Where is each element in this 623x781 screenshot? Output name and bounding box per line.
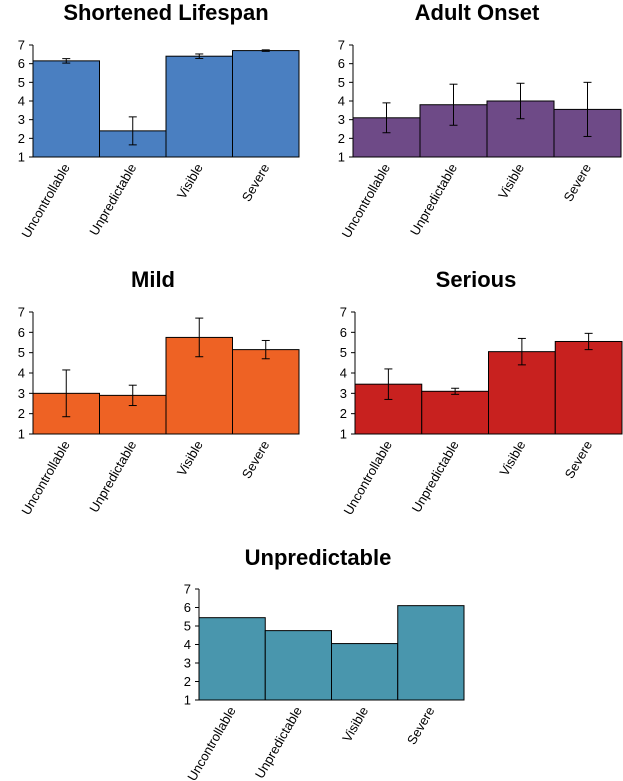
y-tick-label: 3 xyxy=(340,386,347,401)
bar-severe xyxy=(397,605,465,701)
x-tick-label: Uncontrollable xyxy=(18,438,73,517)
y-tick-label: 3 xyxy=(18,386,25,401)
x-tick-label: Severe xyxy=(239,161,273,204)
x-tick-label: Unpredictable xyxy=(409,438,462,515)
y-tick-label: 2 xyxy=(18,131,25,146)
x-tick-label: Severe xyxy=(239,438,273,481)
y-tick-label: 3 xyxy=(18,112,25,127)
y-tick-label: 1 xyxy=(18,427,25,442)
y-tick-label: 5 xyxy=(18,75,25,90)
y-tick-label: 6 xyxy=(340,325,347,340)
chart-1: Shortened Lifespan 1 2 3 4 5 6 7 Uncontrollable U… xyxy=(18,0,300,240)
y-tick-label: 4 xyxy=(184,637,191,652)
chart-3: Mild 1 2 3 4 5 6 7 Uncontrollable Unpredictable Vi… xyxy=(18,267,300,517)
bar-visible xyxy=(488,351,556,435)
bar-severe xyxy=(232,50,300,158)
chart-2: Adult Onset 1 2 3 4 5 6 7 Uncontrollable Unpredic… xyxy=(338,0,622,240)
y-tick-label: 7 xyxy=(18,305,25,320)
bar-unpredictable xyxy=(421,390,489,435)
x-tick-label: Unpredictable xyxy=(86,438,139,515)
bar-severe xyxy=(554,340,623,435)
y-tick-label: 7 xyxy=(338,38,345,53)
y-tick-label: 6 xyxy=(184,600,191,615)
chart-title: Adult Onset xyxy=(415,0,540,25)
y-tick-label: 2 xyxy=(340,406,347,421)
y-tick-label: 3 xyxy=(184,656,191,671)
y-tick-label: 6 xyxy=(338,56,345,71)
x-tick-label: Visible xyxy=(174,161,206,201)
y-tick-label: 4 xyxy=(18,94,25,109)
y-tick-label: 5 xyxy=(184,619,191,634)
y-tick-label: 4 xyxy=(18,366,25,381)
bar-severe xyxy=(232,349,300,435)
x-tick-label: Severe xyxy=(561,161,595,204)
y-tick-label: 5 xyxy=(340,345,347,360)
y-tick-label: 6 xyxy=(18,56,25,71)
y-tick-label: 4 xyxy=(340,366,347,381)
bar-uncontrollable xyxy=(32,60,100,158)
y-tick-label: 7 xyxy=(18,38,25,53)
y-tick-label: 2 xyxy=(338,131,345,146)
y-tick-label: 2 xyxy=(184,674,191,689)
x-tick-label: Unpredictable xyxy=(407,161,460,238)
y-tick-label: 5 xyxy=(338,75,345,90)
y-tick-label: 1 xyxy=(338,150,345,165)
y-tick-label: 7 xyxy=(340,305,347,320)
chart-4: Serious 1 2 3 4 5 6 7 Uncontrollable Unpredictabl… xyxy=(340,267,623,517)
x-tick-label: Severe xyxy=(562,438,596,481)
y-tick-label: 1 xyxy=(184,693,191,708)
x-tick-label: Unpredictable xyxy=(252,704,305,781)
y-tick-label: 2 xyxy=(18,406,25,421)
chart-title: Serious xyxy=(436,267,517,292)
bar-unpredictable xyxy=(264,630,332,701)
x-tick-label: Uncontrollable xyxy=(339,161,394,240)
chart-title: Unpredictable xyxy=(245,545,392,570)
x-tick-label: Visible xyxy=(339,704,371,744)
x-tick-label: Visible xyxy=(496,438,528,478)
y-tick-label: 4 xyxy=(338,94,345,109)
x-tick-label: Uncontrollable xyxy=(184,704,239,781)
x-tick-label: Visible xyxy=(495,161,527,201)
chart-title: Mild xyxy=(131,267,175,292)
bar-visible xyxy=(165,55,233,158)
bar-visible xyxy=(331,643,399,701)
x-tick-label: Severe xyxy=(404,704,438,747)
y-tick-label: 1 xyxy=(340,427,347,442)
bar-uncontrollable xyxy=(198,617,266,701)
y-tick-label: 5 xyxy=(18,345,25,360)
y-tick-label: 1 xyxy=(18,150,25,165)
x-tick-label: Uncontrollable xyxy=(340,438,395,517)
chart-title: Shortened Lifespan xyxy=(63,0,268,25)
x-tick-label: Uncontrollable xyxy=(18,161,73,240)
x-tick-label: Visible xyxy=(174,438,206,478)
x-tick-label: Unpredictable xyxy=(86,161,139,238)
y-tick-label: 7 xyxy=(184,582,191,597)
y-tick-label: 3 xyxy=(338,112,345,127)
y-tick-label: 6 xyxy=(18,325,25,340)
